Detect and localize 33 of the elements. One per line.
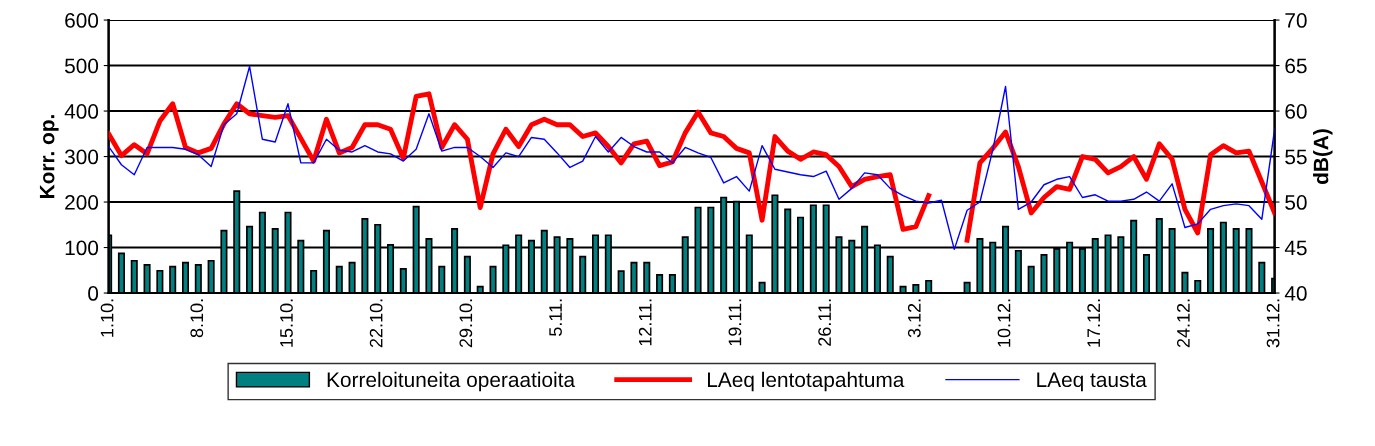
x-tick-label: 5.11. — [549, 299, 562, 336]
y-tick-label: 400 — [64, 104, 99, 119]
y-tick-label: 600 — [65, 13, 99, 28]
x-tick-label: 26.11. — [818, 299, 832, 346]
y2-tick-label: 70 — [1285, 13, 1307, 28]
y2-tick-label: 40 — [1284, 286, 1307, 301]
legend-label: LAeq tausta — [1037, 372, 1147, 392]
x-tick-label: 10.12. — [997, 299, 1011, 347]
legend-label: LAeq lentotapahtuma — [708, 371, 905, 392]
y2-tick-label: 60 — [1285, 104, 1307, 119]
y2-tick-label: 45 — [1284, 240, 1307, 256]
x-tick-label: 19.11. — [728, 299, 742, 346]
y-tick-label: 200 — [65, 195, 99, 210]
y2-tick-label: 50 — [1285, 195, 1307, 210]
x-tick-label: 24.12. — [1176, 299, 1190, 348]
legend-label: Korreloituneita operaatioita — [327, 371, 576, 392]
x-tick-label: 8.10. — [190, 299, 204, 338]
x-tick-label: 15.10. — [280, 299, 293, 347]
y-tick-label: 100 — [65, 240, 99, 256]
x-tick-label: 17.12. — [1087, 299, 1100, 347]
y-tick-label: 300 — [64, 149, 99, 165]
y-tick-label: 500 — [64, 58, 99, 74]
x-tick-label: 12.11. — [638, 299, 652, 346]
y-tick-label: 0 — [88, 286, 99, 301]
x-tick-label: 3.12. — [907, 299, 921, 338]
y2-tick-label: 55 — [1285, 149, 1307, 165]
y-axis-title: Korr. op. — [39, 115, 59, 198]
x-tick-label: 1.10. — [100, 299, 114, 337]
y2-tick-label: 65 — [1285, 58, 1307, 74]
y2-axis-title: dB(A) — [1313, 129, 1333, 185]
x-tick-label: 31.12. — [1266, 299, 1280, 348]
x-tick-label: 22.10. — [369, 299, 383, 348]
x-tick-label: 29.10. — [459, 299, 473, 348]
